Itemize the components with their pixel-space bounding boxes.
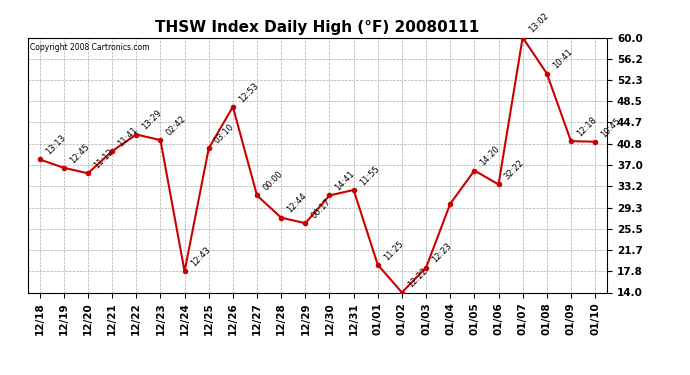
Text: 00:00: 00:00 xyxy=(262,170,284,193)
Text: 12:45: 12:45 xyxy=(68,142,91,165)
Text: 00:17: 00:17 xyxy=(310,197,333,220)
Title: THSW Index Daily High (°F) 20080111: THSW Index Daily High (°F) 20080111 xyxy=(155,20,480,35)
Text: 13:02: 13:02 xyxy=(527,12,550,35)
Text: 11:41: 11:41 xyxy=(117,125,139,148)
Text: 13:13: 13:13 xyxy=(44,134,67,157)
Text: 12:44: 12:44 xyxy=(286,192,308,215)
Text: 11:25: 11:25 xyxy=(382,239,405,262)
Text: 12:22: 12:22 xyxy=(406,267,429,290)
Text: 12:18: 12:18 xyxy=(575,115,598,138)
Text: 12:43: 12:43 xyxy=(189,245,212,268)
Text: 14:41: 14:41 xyxy=(334,170,357,193)
Text: 12:53: 12:53 xyxy=(237,81,260,104)
Text: 10:45: 10:45 xyxy=(600,116,622,139)
Text: 13:29: 13:29 xyxy=(141,108,164,132)
Text: 14:20: 14:20 xyxy=(479,145,502,168)
Text: 12:23: 12:23 xyxy=(431,242,453,265)
Text: 03:10: 03:10 xyxy=(213,122,236,146)
Text: 11:55: 11:55 xyxy=(358,164,381,187)
Text: 11:12: 11:12 xyxy=(92,147,115,171)
Text: Copyright 2008 Cartronics.com: Copyright 2008 Cartronics.com xyxy=(30,43,150,52)
Text: 02:42: 02:42 xyxy=(165,114,188,137)
Text: 10:41: 10:41 xyxy=(551,48,574,71)
Text: 32:22: 32:22 xyxy=(503,158,526,182)
